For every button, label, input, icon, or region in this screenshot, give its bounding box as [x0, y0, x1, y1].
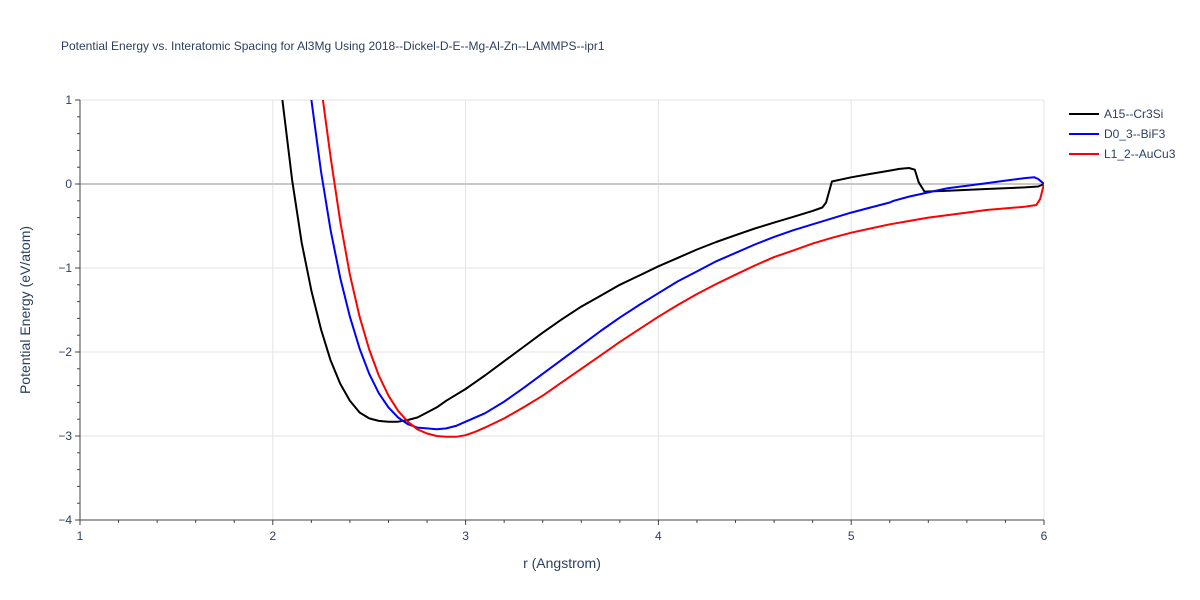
y-tick-label: −4	[58, 513, 72, 527]
y-tick-label: −1	[58, 261, 72, 275]
x-ticks: 1 2 3 4 5 6	[77, 520, 1048, 543]
y-tick-label: 1	[65, 93, 72, 107]
x-tick-label: 4	[655, 529, 662, 543]
legend-item[interactable]: D0_3--BiF3	[1069, 127, 1166, 141]
series-line-l1-2-aucu3[interactable]	[321, 100, 1044, 438]
x-tick-label: 5	[848, 529, 855, 543]
legend-label: A15--Cr3Si	[1104, 107, 1163, 121]
y-tick-label: −3	[58, 429, 72, 443]
legend-item[interactable]: A15--Cr3Si	[1069, 107, 1163, 121]
y-axis-label: Potential Energy (eV/atom)	[17, 226, 33, 394]
series-line-d0-3-bif3[interactable]	[310, 100, 1044, 431]
y-tick-label: 0	[65, 177, 72, 191]
legend-label: L1_2--AuCu3	[1104, 147, 1176, 161]
x-tick-label: 1	[77, 529, 84, 543]
series-line-a15-cr3si[interactable]	[281, 100, 1044, 423]
x-axis-label: r (Angstrom)	[523, 555, 601, 571]
x-tick-label: 6	[1041, 529, 1048, 543]
legend-label: D0_3--BiF3	[1104, 127, 1166, 141]
legend[interactable]: A15--Cr3Si D0_3--BiF3 L1_2--AuCu3	[1069, 107, 1176, 161]
y-tick-label: −2	[58, 345, 72, 359]
chart-title: Potential Energy vs. Interatomic Spacing…	[61, 39, 605, 53]
grid	[80, 99, 1045, 520]
x-tick-label: 2	[269, 529, 276, 543]
y-ticks: −4 −3 −2 −1 0 1	[58, 93, 80, 527]
x-tick-label: 3	[462, 529, 469, 543]
legend-item[interactable]: L1_2--AuCu3	[1069, 147, 1176, 161]
series-group	[281, 100, 1044, 438]
